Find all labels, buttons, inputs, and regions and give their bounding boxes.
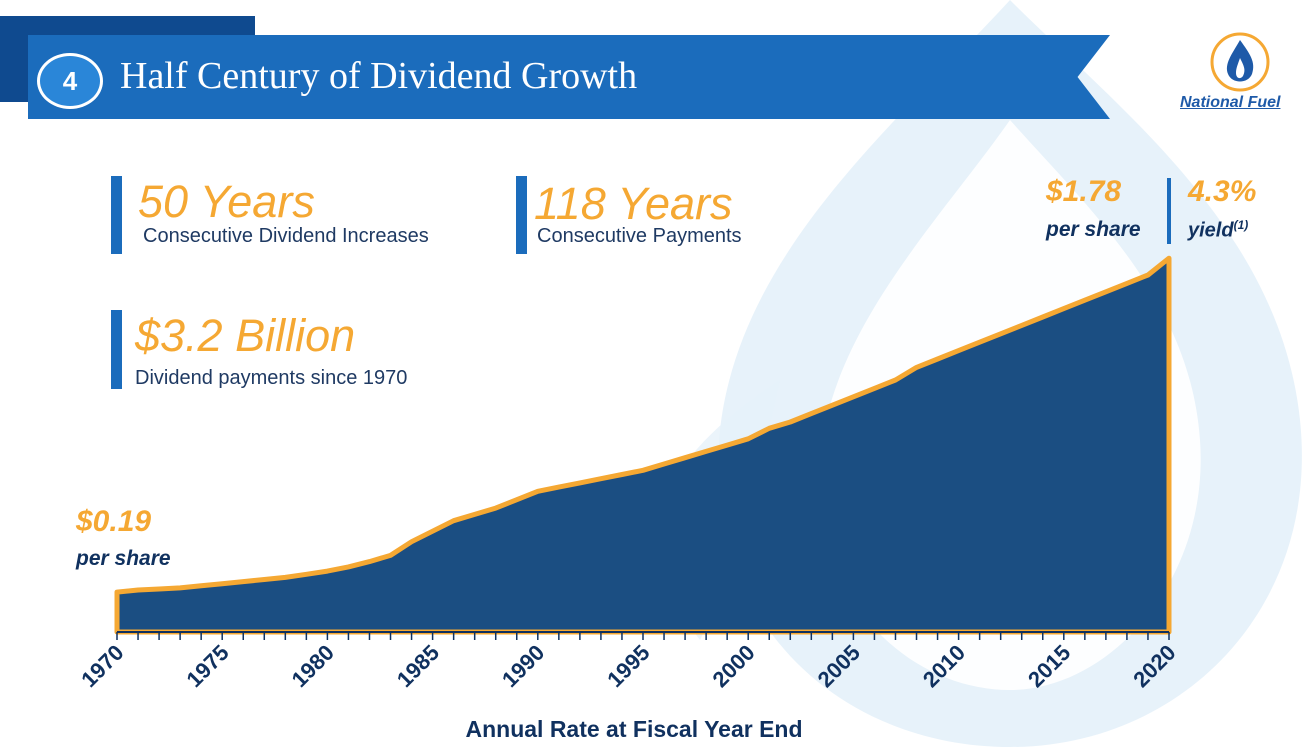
slide-title: Half Century of Dividend Growth (120, 55, 638, 97)
x-tick-label: 2000 (707, 640, 759, 692)
stat-total-payments: $3.2 Billion Dividend payments since 197… (111, 310, 471, 390)
x-tick-label: 1985 (392, 640, 444, 692)
slide-number-badge: 4 (37, 53, 103, 109)
x-axis-ticks (116, 632, 1170, 640)
callout-divider (1167, 178, 1171, 244)
x-tick-label: 2005 (813, 640, 865, 692)
stat-accent-bar (111, 310, 122, 389)
logo-wordmark: National Fuel (1180, 94, 1281, 111)
stat-value: 50 Years (138, 176, 315, 227)
stat-consecutive-payments: 118 Years Consecutive Payments (516, 176, 796, 256)
x-tick-label: 2010 (918, 640, 970, 692)
start-dividend-label: per share (76, 547, 171, 570)
dividend-area (114, 255, 1172, 635)
yield-footnote-marker: (1) (1233, 218, 1249, 232)
x-axis-tick-labels: 1970 1975 1980 1985 1990 1995 2000 2005 2010 2015… (76, 640, 1180, 692)
x-tick-label: 1995 (602, 640, 654, 692)
title-banner (28, 35, 1110, 119)
x-tick-label: 1990 (497, 640, 549, 692)
start-dividend-value: $0.19 (76, 505, 152, 538)
stat-label: Consecutive Dividend Increases (143, 225, 429, 247)
stat-label: Consecutive Payments (537, 225, 742, 247)
national-fuel-logo (1210, 32, 1270, 92)
yield-label: yield(1) (1188, 218, 1248, 243)
stat-accent-bar (111, 176, 122, 254)
x-tick-label: 1970 (76, 640, 128, 692)
x-tick-label: 1975 (181, 640, 233, 692)
end-dividend-value: $1.78 (1046, 175, 1122, 208)
yield-label-text: yield (1188, 219, 1234, 242)
x-axis-title: Annual Rate at Fiscal Year End (465, 716, 803, 742)
end-dividend-label: per share (1046, 218, 1141, 241)
stat-value: $3.2 Billion (135, 310, 356, 361)
yield-value: 4.3% (1188, 175, 1257, 208)
x-tick-label: 2020 (1128, 640, 1180, 692)
x-tick-label: 2015 (1023, 640, 1075, 692)
x-tick-label: 1980 (287, 640, 339, 692)
stat-accent-bar (516, 176, 527, 254)
stat-label: Dividend payments since 1970 (135, 367, 408, 389)
stat-consecutive-increases: 50 Years Consecutive Dividend Increases (111, 176, 491, 256)
stat-value: 118 Years (534, 178, 733, 229)
